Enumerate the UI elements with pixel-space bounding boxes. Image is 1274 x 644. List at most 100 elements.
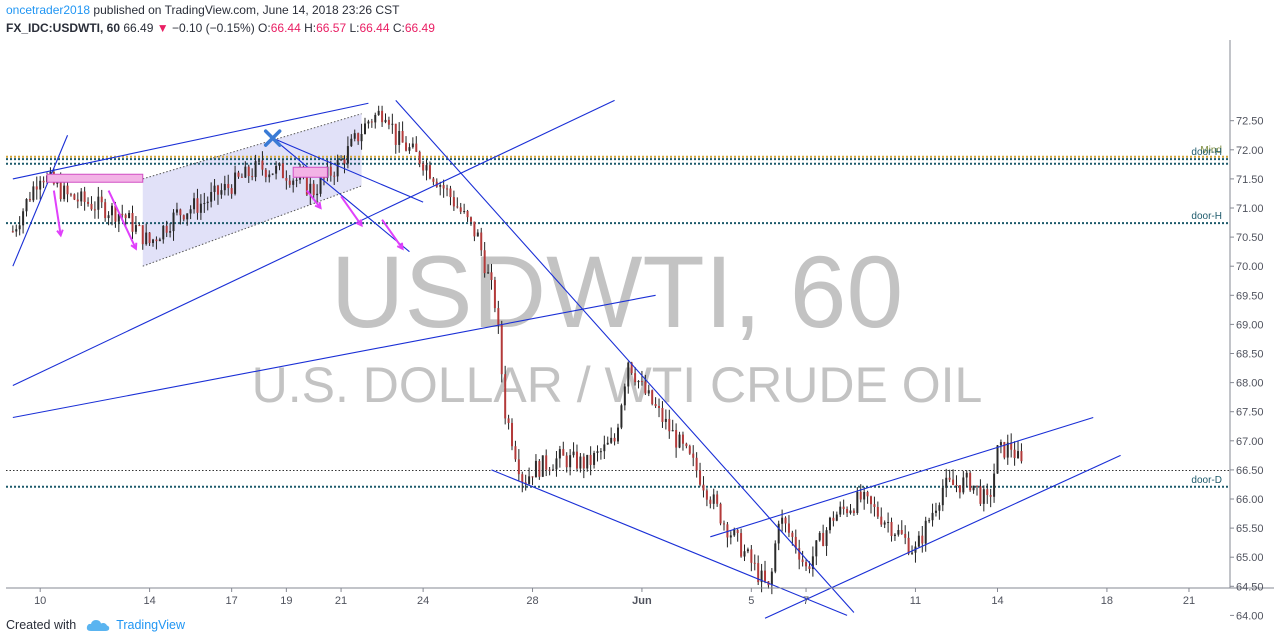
- trendlines[interactable]: [12, 99, 1121, 619]
- candle-body: [931, 512, 934, 521]
- parallel-channel[interactable]: [142, 113, 362, 267]
- candle-body: [124, 214, 127, 219]
- last-price-text: 66.49: [123, 21, 154, 35]
- pink-arrow[interactable]: [381, 219, 404, 250]
- pink-box-right[interactable]: [292, 166, 328, 178]
- candle-body: [685, 443, 688, 447]
- trendline[interactable]: [12, 294, 656, 419]
- pink-arrow-head: [56, 229, 64, 238]
- x-tick-label: 17: [226, 595, 238, 607]
- trendline[interactable]: [272, 137, 424, 203]
- candle-body: [363, 123, 366, 135]
- trendline[interactable]: [710, 416, 1094, 538]
- candle-body: [534, 460, 537, 478]
- x-marker-icon[interactable]: [263, 129, 282, 147]
- trendline[interactable]: [12, 135, 69, 267]
- trendline[interactable]: [395, 99, 855, 613]
- candle-body: [647, 390, 650, 394]
- candle-body: [572, 451, 575, 456]
- candle-body: [661, 408, 664, 422]
- candle-body: [986, 489, 989, 496]
- candle-body: [128, 213, 131, 219]
- y-tick-label: 71.50: [1236, 174, 1264, 186]
- candle-body: [989, 495, 992, 497]
- trendline[interactable]: [491, 469, 848, 616]
- candle-body: [148, 232, 151, 244]
- x-tick-label: 5: [748, 595, 754, 607]
- candle-body: [610, 437, 613, 443]
- candle-body: [199, 203, 202, 213]
- candle-body: [979, 486, 982, 504]
- candle-body: [975, 485, 978, 487]
- candle-body: [141, 225, 144, 245]
- candle-body: [887, 522, 890, 524]
- candle-body: [175, 209, 178, 213]
- candle-body: [288, 180, 291, 185]
- candle-body: [651, 390, 654, 405]
- candle-body: [982, 489, 985, 504]
- y-tick-label: 69.00: [1236, 319, 1264, 331]
- candle-body: [555, 458, 558, 470]
- candle-body: [750, 549, 753, 563]
- candle-body: [712, 494, 715, 504]
- tradingview-brand[interactable]: TradingView: [116, 618, 185, 632]
- pink-box-left[interactable]: [46, 173, 144, 183]
- x-tick-label: 14: [991, 595, 1003, 607]
- candle-body: [928, 520, 931, 522]
- axes: 72.50 72.00 71.50 71.00 70.50 70.00 69.50 69.00…: [6, 40, 1274, 622]
- candle-body: [787, 523, 790, 533]
- candle-body: [155, 239, 158, 242]
- candle-body: [405, 142, 408, 151]
- candle-body: [582, 456, 585, 469]
- x-tick-label: 19: [280, 595, 292, 607]
- trendline[interactable]: [764, 454, 1121, 619]
- pink-arrow[interactable]: [52, 190, 62, 236]
- watermark-symbol: USDWTI, 60: [331, 235, 903, 349]
- author-link[interactable]: oncetrader2018: [6, 3, 91, 17]
- y-tick-label: 70.50: [1236, 232, 1264, 244]
- candle-body: [726, 524, 729, 538]
- level-name: door-H: [1191, 211, 1222, 222]
- candle-body: [969, 472, 972, 491]
- candle-body: [367, 121, 370, 124]
- candle-body: [476, 232, 479, 237]
- trendline[interactable]: [12, 99, 615, 387]
- candle-body: [620, 405, 623, 428]
- open-value: 66.44: [270, 21, 301, 35]
- candle-body: [350, 138, 353, 147]
- pink-arrow[interactable]: [340, 195, 363, 227]
- candle-body: [483, 250, 486, 274]
- x-tick-label: 18: [1101, 595, 1113, 607]
- annotations[interactable]: [46, 129, 404, 251]
- candle-body: [904, 533, 907, 538]
- candle-body: [258, 160, 261, 162]
- y-tick-label: 66.50: [1236, 465, 1264, 477]
- tradingview-logo[interactable]: TradingView: [86, 618, 185, 632]
- candle-body: [466, 211, 469, 218]
- candle-body: [822, 532, 825, 546]
- candle-body: [196, 198, 199, 213]
- candles: [11, 105, 1023, 595]
- pink-arrow[interactable]: [306, 189, 322, 209]
- candle-body: [671, 430, 674, 432]
- candle-body: [333, 175, 336, 177]
- trendline[interactable]: [272, 137, 410, 253]
- candle-body: [322, 177, 325, 179]
- candle-body: [169, 231, 172, 233]
- candle-body: [548, 469, 551, 471]
- candle-body: [22, 211, 25, 226]
- pink-arrow-head: [396, 242, 404, 251]
- candle-body: [493, 279, 496, 309]
- candle-body: [634, 373, 637, 383]
- watermark: USDWTI, 60 U.S. DOLLAR / WTI CRUDE OIL: [252, 235, 983, 413]
- trendline[interactable]: [12, 102, 369, 180]
- candle-body: [432, 178, 435, 182]
- pink-arrow[interactable]: [107, 190, 137, 250]
- candle-body: [18, 225, 21, 230]
- y-tick-label: 64.50: [1236, 581, 1264, 593]
- candle-body: [593, 452, 596, 465]
- candle-body: [76, 199, 79, 202]
- candle-body: [343, 159, 346, 164]
- candle-body: [952, 479, 955, 485]
